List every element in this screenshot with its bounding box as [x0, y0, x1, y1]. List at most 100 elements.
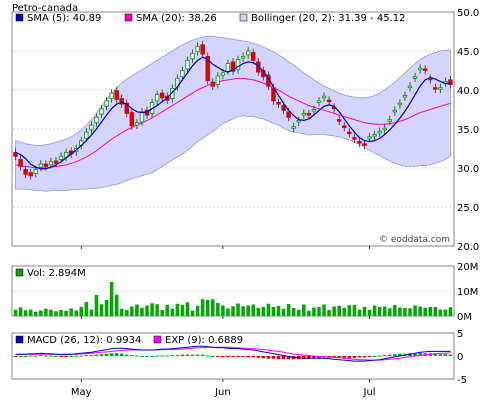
volume-bar — [180, 304, 185, 316]
candle-body — [38, 163, 44, 168]
candle-body — [124, 102, 130, 114]
macd-histogram-bar — [372, 356, 377, 357]
candle-body — [347, 131, 352, 135]
volume-bar — [130, 306, 134, 316]
x-tick-label: Jun — [214, 387, 231, 398]
macd-histogram-bar — [236, 356, 240, 357]
chart-title: Petro-canada — [12, 3, 78, 14]
macd-histogram-bar — [39, 355, 43, 357]
volume-panel: 20M 10M 0M Vol: 2.894M — [11, 262, 478, 323]
candle-body — [53, 160, 59, 164]
candle-body — [190, 52, 195, 60]
volume-bar — [185, 302, 190, 316]
sma5-legend-swatch — [15, 13, 24, 22]
volume-bar — [226, 308, 230, 316]
macd-legend-label: MACD (26, 12): 0.9934 — [27, 335, 141, 346]
macd-histogram-bar — [84, 355, 89, 357]
candle-body — [362, 143, 367, 146]
volume-bar — [388, 308, 392, 316]
volume-bar — [160, 310, 164, 316]
volume-bar — [382, 306, 387, 316]
macd-histogram-bar — [347, 356, 352, 358]
candle — [63, 148, 69, 161]
candle — [422, 65, 428, 75]
volume-bar — [135, 304, 139, 316]
volume-bar — [276, 306, 281, 316]
volume-bar — [362, 306, 367, 316]
candle-body — [220, 72, 226, 76]
macd-histogram-bar — [190, 354, 195, 356]
candle — [443, 77, 448, 87]
volume-bar — [175, 303, 180, 316]
macd-histogram-bar — [130, 355, 134, 357]
candle-body — [84, 131, 89, 139]
candle-body — [43, 163, 49, 167]
candle-body — [352, 137, 357, 140]
candle-body — [296, 119, 301, 123]
volume-bar — [337, 305, 341, 316]
candle — [438, 83, 443, 94]
volume-bar — [104, 300, 109, 316]
macd-histogram-bar — [251, 356, 255, 358]
macd-histogram — [13, 352, 453, 360]
volume-bar — [296, 309, 301, 316]
macd-histogram-bar — [94, 354, 99, 356]
candle-body — [210, 81, 215, 87]
macd-histogram-bar — [413, 353, 417, 356]
macd-histogram-bar — [54, 356, 58, 357]
macd-histogram-bar — [155, 355, 159, 357]
volume-bar — [302, 304, 306, 316]
volume-bar — [23, 310, 28, 316]
volume-bar — [119, 308, 124, 316]
macd-histogram-bar — [276, 356, 281, 360]
macd-histogram-bar — [79, 355, 84, 357]
macd-y-tick-label: 5 — [457, 329, 463, 340]
candle — [205, 52, 210, 85]
volume-bar — [312, 307, 316, 316]
volume-bars — [13, 282, 453, 316]
volume-bar — [251, 304, 255, 316]
x-tick-label: Jul — [363, 387, 376, 398]
macd-histogram-bar — [221, 356, 225, 357]
volume-bar — [423, 307, 427, 316]
sma5-line — [15, 56, 451, 170]
volume-bar — [322, 304, 326, 316]
volume-bar — [44, 308, 48, 316]
candles — [13, 40, 453, 180]
macd-histogram-bar — [307, 356, 311, 359]
macd-histogram-bar — [49, 355, 53, 357]
candle-body — [251, 52, 256, 61]
volume-bar — [114, 294, 119, 316]
candle — [326, 96, 332, 106]
candle-body — [230, 61, 236, 72]
volume-bar — [211, 299, 215, 316]
volume-bar — [18, 307, 23, 316]
candle — [392, 106, 398, 116]
candle-body — [397, 102, 403, 106]
macd-histogram-bar — [200, 354, 205, 356]
candle-body — [438, 87, 443, 90]
candle-body — [89, 124, 94, 131]
candle-body — [200, 44, 205, 55]
macd-histogram-bar — [266, 356, 271, 359]
candle — [321, 92, 327, 102]
price-panel: 50.0 45.0 40.0 35.0 30.0 25.0 20.0 © eoddata.c… — [11, 8, 479, 253]
candle — [200, 40, 205, 59]
macd-histogram-bar — [231, 356, 235, 357]
candle — [185, 56, 190, 73]
exp-legend-swatch — [153, 335, 162, 344]
watermark: © eoddata.com — [379, 235, 450, 245]
macd-histogram-bar — [180, 354, 185, 356]
candle-body — [185, 59, 190, 70]
volume-bar — [408, 308, 412, 316]
volume-bar — [413, 305, 417, 316]
candle-body — [357, 141, 362, 144]
macd-histogram-bar — [418, 352, 422, 356]
macd-histogram-bar — [281, 356, 286, 360]
macd-histogram-bar — [28, 355, 33, 357]
volume-bar — [347, 305, 352, 316]
candle — [382, 124, 387, 134]
candle-body — [33, 169, 38, 174]
volume-bar — [398, 307, 402, 316]
candle-body — [119, 98, 124, 105]
